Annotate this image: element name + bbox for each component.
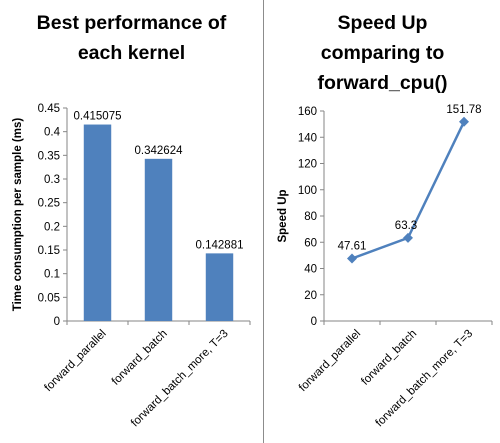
right-chart-title: Speed Up comparing to forward_cpu() (264, 8, 500, 98)
diamond-marker (459, 116, 469, 127)
y-tick-label: 160 (298, 106, 317, 118)
left-chart-panel: Best performance of each kernel 0 0.05 0.1… (0, 8, 263, 430)
x-tick-label: forward_batch (359, 328, 419, 388)
y-tick-label: 0 (311, 316, 317, 328)
y-tick-label: 60 (304, 237, 317, 249)
diamond-marker (347, 253, 357, 264)
left-chart-title-line-1: Best performance of (36, 12, 227, 34)
right-chart-panel: Speed Up comparing to forward_cpu() 0 20 4… (263, 0, 500, 443)
y-tick-label: 140 (298, 132, 317, 144)
y-tick-label: 120 (298, 159, 317, 171)
y-tick-label: 0.15 (38, 245, 60, 257)
y-axis-title: Time consumption per sample (ms) (12, 118, 24, 312)
y-axis-title: Speed Up (277, 189, 289, 242)
x-tick-label: forward_parallel (42, 328, 108, 394)
y-tick-label: 0.25 (38, 198, 60, 210)
x-tick-label: forward_batch (110, 328, 170, 388)
y-tick-label: 80 (304, 211, 317, 223)
right-chart-title-line-2: comparing to (320, 42, 445, 64)
x-tick-label: forward_batch_more, T=3 (374, 328, 476, 430)
line-chart: 0 20 40 60 80 100 120 140 160 47.61 forward_parall… (277, 104, 493, 430)
data-label: 47.61 (338, 241, 367, 253)
data-label: 151.78 (446, 104, 481, 116)
x-tick-label: forward_parallel (297, 328, 363, 394)
bar (83, 124, 112, 322)
data-label: 0.342624 (135, 145, 184, 157)
x-tick-label: forward_batch_more, T=3 (129, 328, 231, 430)
y-tick-label: 40 (304, 264, 317, 276)
bar-chart: 0 0.05 0.1 0.15 0.2 0.25 0.3 0.35 0.4 0.45 0.41507… (12, 103, 251, 430)
bar (144, 158, 173, 321)
y-tick-label: 0.2 (44, 221, 60, 233)
right-chart-title-line-3: forward_cpu() (317, 72, 448, 94)
y-tick-label: 100 (298, 185, 317, 197)
data-label: 0.415075 (74, 111, 122, 123)
left-chart-title: Best performance of each kernel (0, 8, 263, 68)
data-label: 63.3 (395, 220, 417, 232)
y-tick-label: 0.3 (44, 174, 60, 186)
right-chart-title-line-1: Speed Up (337, 12, 428, 34)
left-chart-title-line-2: each kernel (77, 42, 186, 64)
diamond-marker (403, 232, 413, 243)
data-label: 0.142881 (196, 239, 244, 251)
y-tick-label: 0.05 (38, 292, 60, 304)
y-tick-label: 20 (304, 290, 317, 302)
y-tick-label: 0.45 (38, 103, 60, 115)
y-tick-label: 0.4 (44, 127, 61, 139)
bar (205, 253, 234, 321)
y-tick-label: 0 (54, 316, 60, 328)
y-tick-label: 0.35 (38, 150, 60, 162)
y-tick-label: 0.1 (44, 269, 60, 281)
